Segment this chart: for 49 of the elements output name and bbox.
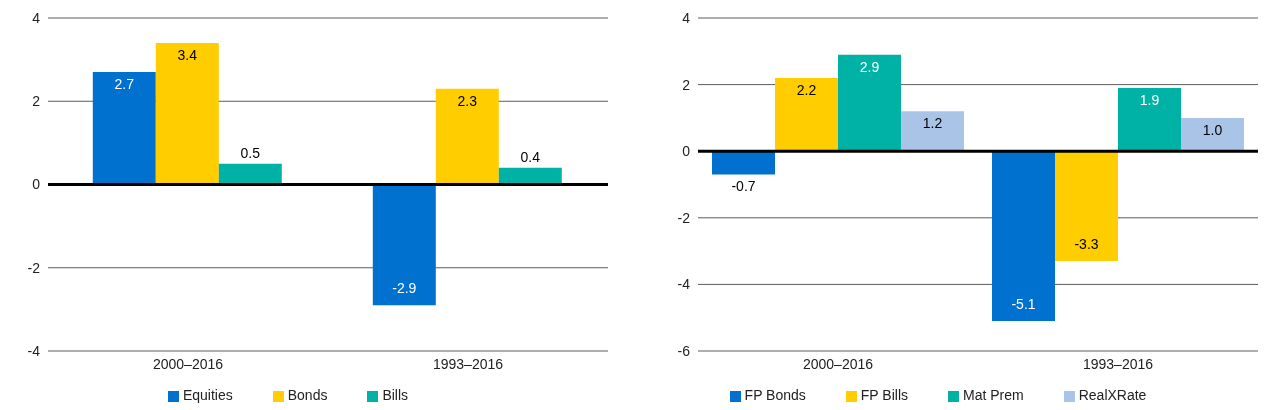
legend-label: Bonds <box>287 387 328 403</box>
data-label: 2.3 <box>457 92 478 109</box>
data-label: 1.9 <box>1139 91 1160 108</box>
y-tick-label: 4 <box>32 9 41 26</box>
bar <box>1181 117 1244 152</box>
data-label: 1.0 <box>1202 121 1223 138</box>
y-tick-label: 4 <box>682 9 691 26</box>
legend-label: Equities <box>182 387 233 403</box>
data-label: 2.9 <box>859 58 880 75</box>
y-tick-label: -4 <box>27 342 41 359</box>
y-tick-label: 2 <box>682 76 691 93</box>
x-tick-label: 1993–2016 <box>1082 355 1154 372</box>
y-tick-label: 0 <box>32 176 41 193</box>
legend-label: FP Bills <box>860 387 909 403</box>
x-tick-label: 2000–2016 <box>802 355 874 372</box>
data-label: 3.4 <box>177 46 198 63</box>
data-label: -0.7 <box>731 177 756 194</box>
bar <box>1055 151 1118 262</box>
x-tick-label: 1993–2016 <box>432 355 504 372</box>
bar <box>901 111 964 152</box>
bar <box>1118 87 1181 152</box>
data-label: -3.3 <box>1074 236 1099 253</box>
bar <box>775 77 838 152</box>
data-label: 0.4 <box>520 148 541 165</box>
y-tick-label: -6 <box>677 342 691 359</box>
legend-label: Bills <box>382 387 409 403</box>
x-tick-label: 2000–2016 <box>152 355 224 372</box>
bar <box>992 151 1055 322</box>
data-label: 0.5 <box>240 144 261 161</box>
data-label: 1.2 <box>922 115 943 132</box>
bar <box>92 72 156 185</box>
y-tick-label: -2 <box>677 209 691 226</box>
bar <box>838 54 901 152</box>
legend-label: Mat Prem <box>963 387 1024 403</box>
data-label: 2.2 <box>796 81 817 98</box>
data-label: -2.9 <box>392 280 417 297</box>
legend-label: FP Bonds <box>744 387 806 403</box>
y-tick-label: 2 <box>32 93 41 110</box>
data-label: 2.7 <box>114 76 135 93</box>
data-label: -5.1 <box>1011 296 1036 313</box>
bar <box>372 184 436 306</box>
bar <box>712 151 775 175</box>
bar <box>218 163 282 185</box>
y-tick-label: -4 <box>677 276 691 293</box>
bar <box>155 42 219 185</box>
y-tick-label: -2 <box>27 259 41 276</box>
legend-label: RealXRate <box>1078 387 1147 403</box>
bar <box>435 88 499 185</box>
y-tick-label: 0 <box>682 143 691 160</box>
